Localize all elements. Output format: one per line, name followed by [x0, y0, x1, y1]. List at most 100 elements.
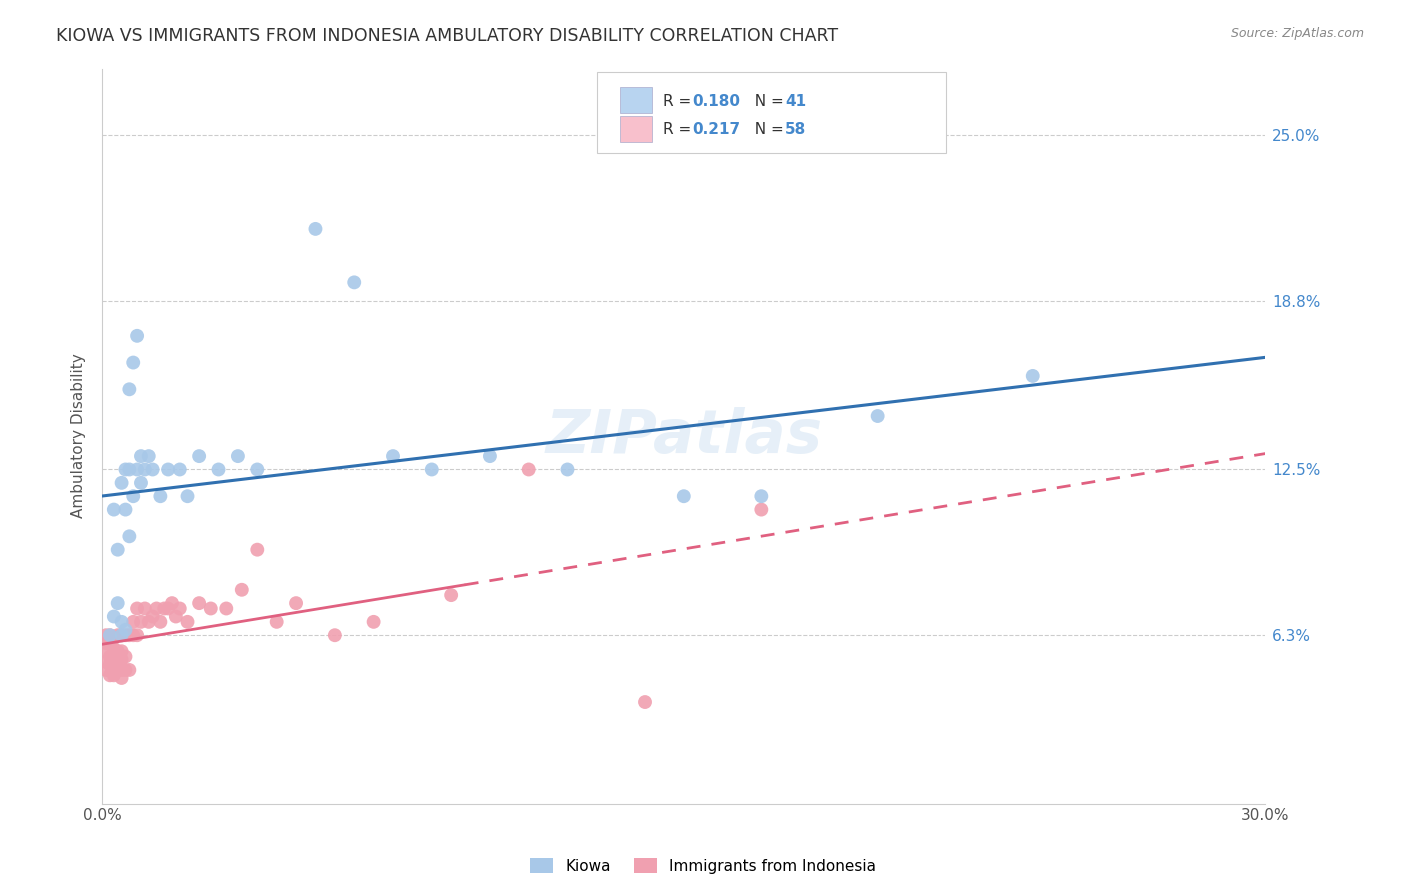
Point [114, 502, 136, 516]
Point [169, 462, 191, 476]
Point [110, 628, 132, 642]
Point [127, 462, 149, 476]
Point [188, 596, 211, 610]
Point [110, 644, 132, 658]
Point [157, 601, 180, 615]
Point [107, 542, 129, 557]
Point [103, 668, 125, 682]
Point [107, 655, 129, 669]
Point [323, 628, 346, 642]
Point [122, 489, 145, 503]
Point [107, 628, 129, 642]
Text: N =: N = [745, 94, 789, 109]
Point [98, 636, 121, 650]
Point [188, 449, 211, 463]
Point [122, 615, 145, 629]
Point [145, 601, 167, 615]
Text: R =: R = [662, 94, 696, 109]
Point [129, 475, 152, 490]
Text: KIOWA VS IMMIGRANTS FROM INDONESIA AMBULATORY DISABILITY CORRELATION CHART: KIOWA VS IMMIGRANTS FROM INDONESIA AMBUL… [56, 27, 838, 45]
Point [110, 475, 132, 490]
Point [94, 655, 117, 669]
Point [114, 649, 136, 664]
Point [114, 462, 136, 476]
Point [110, 615, 132, 629]
Point [246, 462, 269, 476]
Point [103, 663, 125, 677]
Point [127, 628, 149, 642]
Point [107, 644, 129, 658]
Point [226, 449, 249, 463]
Point [138, 449, 160, 463]
FancyBboxPatch shape [620, 87, 652, 112]
Point [176, 615, 198, 629]
Text: R =: R = [662, 122, 696, 137]
Text: ZIPatlas: ZIPatlas [546, 407, 823, 466]
Point [129, 615, 152, 629]
Point [157, 462, 180, 476]
Point [94, 644, 117, 658]
Point [246, 542, 269, 557]
Point [98, 649, 121, 664]
Text: 0.180: 0.180 [692, 94, 740, 109]
Point [98, 657, 121, 672]
Point [634, 695, 657, 709]
Point [153, 601, 176, 615]
Point [343, 276, 366, 290]
Point [94, 663, 117, 677]
Point [231, 582, 253, 597]
Point [160, 596, 183, 610]
Y-axis label: Ambulatory Disability: Ambulatory Disability [72, 354, 86, 518]
Point [134, 601, 156, 615]
Point [749, 489, 772, 503]
Point [169, 601, 191, 615]
Point [103, 641, 125, 656]
Text: N =: N = [745, 122, 789, 137]
FancyBboxPatch shape [596, 72, 945, 153]
Point [382, 449, 405, 463]
Point [103, 609, 125, 624]
FancyBboxPatch shape [620, 116, 652, 142]
Point [122, 355, 145, 369]
Point [118, 382, 141, 396]
Point [142, 462, 165, 476]
Point [215, 601, 238, 615]
Point [98, 668, 121, 682]
Point [129, 449, 152, 463]
Point [1022, 368, 1045, 383]
Text: 0.217: 0.217 [692, 122, 740, 137]
Point [110, 663, 132, 677]
Point [557, 462, 579, 476]
Point [114, 628, 136, 642]
Text: 41: 41 [785, 94, 806, 109]
Point [207, 462, 229, 476]
Point [114, 623, 136, 637]
Point [176, 489, 198, 503]
Point [110, 671, 132, 685]
Point [149, 615, 172, 629]
Text: 58: 58 [785, 122, 806, 137]
Point [142, 609, 165, 624]
Point [122, 628, 145, 642]
Point [118, 628, 141, 642]
Point [103, 652, 125, 666]
Point [107, 663, 129, 677]
Point [114, 663, 136, 677]
Point [118, 462, 141, 476]
Point [98, 628, 121, 642]
Legend: Kiowa, Immigrants from Indonesia: Kiowa, Immigrants from Indonesia [524, 852, 882, 880]
Point [478, 449, 501, 463]
Point [440, 588, 463, 602]
Point [134, 462, 156, 476]
Point [94, 636, 117, 650]
Point [98, 628, 121, 642]
Point [304, 222, 326, 236]
Point [103, 631, 125, 645]
Point [118, 529, 141, 543]
Point [103, 502, 125, 516]
Point [363, 615, 385, 629]
Point [165, 609, 187, 624]
Point [200, 601, 222, 615]
Point [749, 502, 772, 516]
Point [94, 628, 117, 642]
